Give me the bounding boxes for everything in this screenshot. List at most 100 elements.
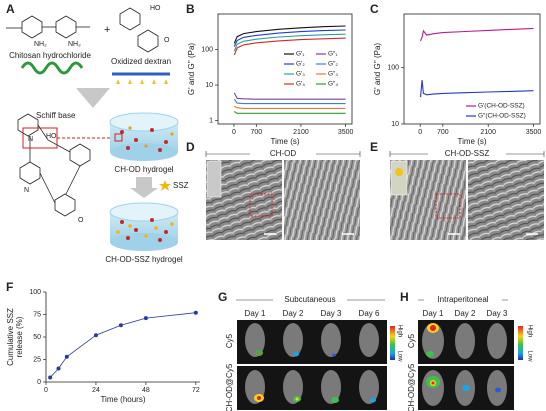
group-title: Intraperitoneal — [437, 295, 488, 304]
legend-label: G′₁ — [296, 51, 305, 58]
x-tick-label: 0 — [418, 129, 422, 136]
x-tick-label: 0 — [232, 129, 236, 136]
scale-label: Low — [526, 350, 532, 362]
plus: + — [104, 24, 110, 36]
row-label: Cy5 — [225, 333, 234, 348]
panel-label: F — [6, 280, 13, 294]
panel-a: NH₂ NH₂ Chitosan hydrochloride + HO O Ox… — [6, 5, 189, 264]
chitosan-chain — [20, 61, 84, 75]
zoom-box — [249, 193, 273, 217]
x-tick-label: 3500 — [338, 129, 354, 136]
inset-photo — [390, 160, 408, 196]
scale-label: High — [396, 325, 402, 337]
inset-dot — [395, 168, 403, 176]
label: SSZ — [173, 181, 189, 190]
label: Schiff base — [36, 111, 76, 120]
color-bar — [518, 326, 523, 360]
panel-label: E — [370, 140, 378, 154]
x-tick-label: 700 — [250, 129, 262, 136]
x-tick-label: 24 — [92, 387, 100, 394]
data-point — [48, 375, 53, 380]
ssz-star — [159, 180, 171, 191]
sem-image — [468, 160, 544, 240]
label: CH-OD-SSZ hydrogel — [105, 255, 183, 264]
atom-label: O — [78, 217, 84, 224]
day-label: Day 2 — [455, 309, 476, 318]
mouse-images — [418, 320, 514, 410]
data-point — [93, 333, 98, 338]
x-tick-label: 72 — [192, 387, 200, 394]
y-tick-label: 100 — [387, 65, 399, 72]
y-axis-label: Cumulative SSZ — [6, 308, 15, 366]
color-bar — [390, 326, 395, 360]
x-tick-label: 0 — [44, 387, 48, 394]
hydrogel — [109, 112, 179, 161]
y-tick-label: 25 — [33, 356, 41, 363]
atom-label: N — [24, 187, 29, 194]
label: Oxidized dextran — [111, 57, 171, 66]
x-axis-label: Time (hours) — [100, 395, 145, 404]
y-tick-label: 75 — [33, 311, 41, 318]
y-axis-label: release (%) — [15, 316, 24, 357]
legend-label: G″₁ — [328, 51, 338, 58]
data-point — [64, 354, 69, 359]
row-label: Cy5 — [407, 333, 416, 348]
day-label: Day 3 — [487, 309, 508, 318]
series-line — [233, 92, 346, 100]
ring — [19, 161, 41, 185]
bond — [37, 124, 71, 153]
y-axis-label: G' and G'' (Pa) — [187, 43, 196, 95]
legend-label: G″₄ — [328, 81, 338, 88]
panel-label: H — [400, 290, 409, 304]
atom-label: HO — [150, 5, 161, 12]
series-line — [234, 105, 346, 109]
image-title: CH-OD-SSZ — [445, 149, 490, 158]
panel-label: C — [370, 2, 379, 16]
day-label: Day 6 — [359, 309, 380, 318]
bond — [39, 172, 56, 204]
row-label: CH-OD@Cy5 — [225, 363, 234, 411]
x-axis-label: Time (s) — [457, 137, 486, 146]
data-point — [193, 310, 198, 315]
data-point — [143, 316, 148, 321]
series-line — [233, 25, 346, 44]
day-label: Day 1 — [423, 309, 444, 318]
scale-label: Low — [396, 350, 402, 362]
series-line — [419, 27, 534, 42]
panel-label: D — [186, 140, 195, 154]
ring — [55, 15, 77, 39]
ring — [17, 113, 39, 137]
drug-hydrogel — [109, 202, 179, 251]
data-point — [118, 323, 123, 328]
day-label: Day 1 — [245, 309, 266, 318]
series-line — [233, 33, 346, 52]
ring — [119, 7, 141, 31]
x-tick-label: 48 — [142, 387, 150, 394]
arrow — [76, 88, 110, 108]
x-axis-label: Time (s) — [270, 137, 299, 146]
x-tick-label: 700 — [437, 129, 449, 136]
day-label: Day 3 — [321, 309, 342, 318]
atom-label: NH₂ — [68, 41, 81, 48]
inset-photo — [206, 160, 222, 198]
label: CH-OD hydrogel — [114, 165, 173, 174]
ring — [21, 15, 43, 39]
legend-label: G′₄ — [296, 81, 305, 88]
x-tick-label: 2100 — [293, 129, 309, 136]
data-point — [56, 366, 61, 371]
series-line — [233, 98, 346, 105]
scale-label: High — [526, 325, 532, 337]
x-tick-label: 2100 — [480, 129, 496, 136]
y-tick-label: 100 — [201, 46, 213, 53]
series-line — [419, 80, 534, 98]
panel-label: G — [218, 290, 227, 304]
y-tick-label: 10 — [205, 82, 213, 89]
image-title: CH-OD — [270, 149, 296, 158]
series-line — [233, 29, 346, 47]
y-tick-label: 50 — [33, 334, 41, 341]
mouse-images — [237, 320, 387, 410]
legend-label: G′₃ — [296, 71, 305, 78]
y-tick-label: 10 — [391, 121, 399, 128]
legend-label: G″₂ — [328, 61, 338, 68]
panel-e: CH-OD-SSZ — [389, 149, 545, 240]
